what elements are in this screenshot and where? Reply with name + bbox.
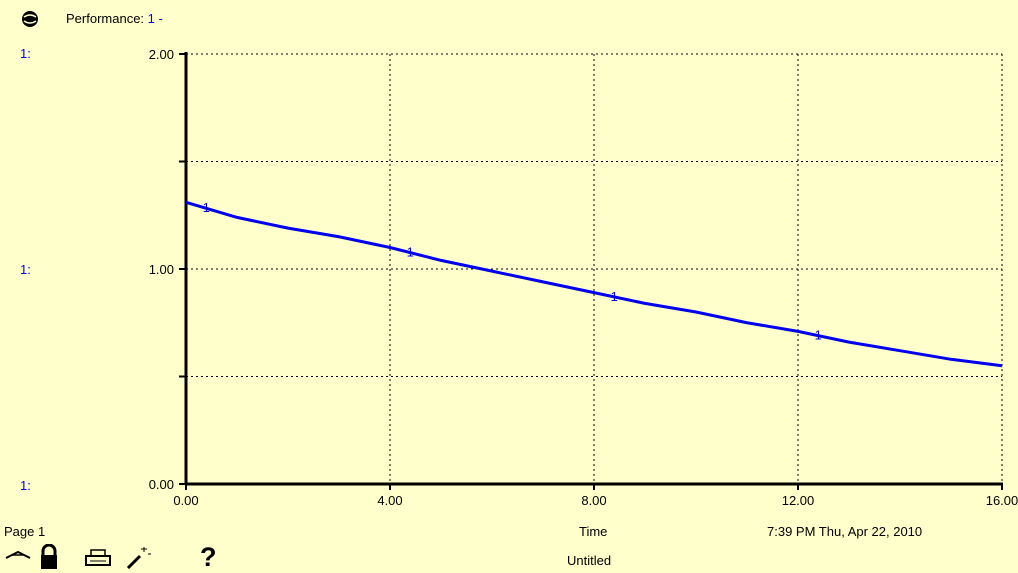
x-tick-label: 0.00: [173, 493, 198, 508]
series-marker-label: 1: [815, 328, 822, 343]
print-icon[interactable]: [84, 549, 112, 572]
scale-label-middle: 1:: [20, 262, 31, 277]
help-button[interactable]: ?: [200, 542, 217, 572]
magic-wand-icon[interactable]: [124, 545, 152, 572]
lock-icon[interactable]: [38, 543, 60, 572]
x-axis-title: Time: [579, 524, 608, 539]
series-line: [185, 200, 1003, 368]
x-tick-label: 4.00: [377, 493, 402, 508]
chart-legend: Performance: 1 -: [66, 11, 163, 26]
scale-label-bottom: 1:: [20, 478, 31, 493]
document-name: Untitled: [567, 553, 612, 568]
legend-title: Performance:: [66, 11, 145, 26]
legend-series-marker: 1 -: [147, 11, 163, 26]
x-tick-label: 8.00: [581, 493, 606, 508]
x-tick-label: 12.00: [782, 493, 815, 508]
y-tick-label: 1.00: [149, 262, 174, 277]
timestamp: 7:39 PM Thu, Apr 22, 2010: [767, 524, 923, 539]
series-marker-label: 1: [611, 289, 618, 304]
page-label: Page 1: [4, 524, 46, 539]
series-marker-label: 1: [407, 244, 414, 259]
x-tick-label: 16.00: [986, 493, 1018, 508]
scale-label-top: 1:: [20, 46, 31, 61]
y-tick-label: 0.00: [149, 477, 174, 492]
graph-pad-icon[interactable]: [20, 9, 40, 29]
page-flip-icon[interactable]: [4, 548, 34, 572]
series-marker-label: 1: [203, 200, 210, 215]
y-tick-label: 2.00: [149, 47, 174, 62]
